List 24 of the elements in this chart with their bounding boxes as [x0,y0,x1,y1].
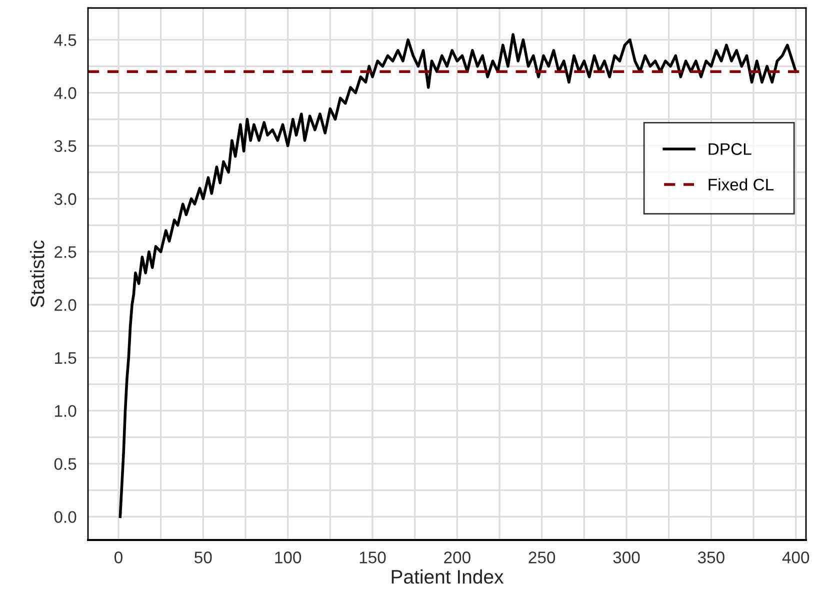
y-axis-title: Statistic [30,240,44,308]
legend-label: Fixed CL [708,178,774,191]
x-tick-label: 300 [613,552,640,564]
y-tick-label: 4.5 [54,34,76,46]
x-tick-label: 150 [360,552,386,564]
x-tick-label: 200 [444,552,470,564]
y-tick-label: 0.0 [54,511,76,523]
x-axis-title: Patient Index [392,569,504,584]
y-tick-label: 1.0 [54,405,76,417]
y-tick-label: 2.5 [54,246,76,258]
y-tick-label: 2.0 [54,299,76,311]
x-tick-label: 250 [528,552,556,564]
y-tick-label: 0.5 [54,458,76,470]
legend-label: DPCL [708,143,752,155]
y-tick-label: 4.0 [54,87,76,99]
x-tick-label: 400 [782,552,810,564]
y-tick-label: 1.5 [54,352,76,364]
line-series [118,33,798,518]
x-tick-label: 50 [194,552,212,564]
x-tick-label: 0 [114,552,122,564]
y-tick-label: 3.5 [54,140,76,152]
x-tick-label: 350 [698,552,724,564]
x-tick-label: 100 [275,552,302,564]
y-tick-label: 3.0 [54,193,76,205]
